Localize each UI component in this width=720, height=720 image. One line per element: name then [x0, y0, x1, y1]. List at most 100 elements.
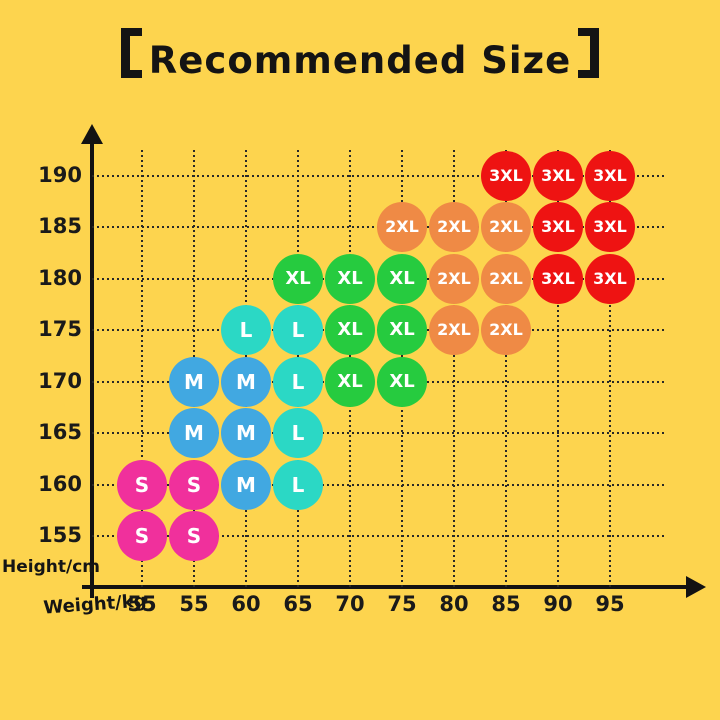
size-bubble: M — [169, 357, 219, 407]
size-bubble: 2XL — [481, 202, 531, 252]
size-bubble-label: XL — [389, 268, 415, 289]
size-bubble: 2XL — [429, 254, 479, 304]
size-bubble: 2XL — [481, 305, 531, 355]
size-bubble-label: M — [236, 370, 256, 394]
size-bubble: M — [221, 460, 271, 510]
v-gridline — [453, 150, 455, 587]
size-bubble: 3XL — [585, 202, 635, 252]
size-bubble-label: M — [236, 473, 256, 497]
size-bubble-label: XL — [337, 268, 363, 289]
size-bubble-label: 2XL — [489, 217, 523, 236]
y-tick-label: 185 — [38, 214, 82, 238]
x-tick-label: 60 — [231, 592, 261, 616]
size-bubble-label: XL — [337, 371, 363, 392]
size-bubble-label: XL — [389, 319, 415, 340]
h-gridline — [92, 175, 665, 177]
size-bubble: 2XL — [429, 202, 479, 252]
size-bubble: XL — [325, 254, 375, 304]
page-title: Recommended Size — [0, 28, 720, 82]
title-left-bracket — [120, 28, 142, 78]
size-bubble: 3XL — [533, 151, 583, 201]
size-bubble: M — [221, 408, 271, 458]
size-bubble-label: 2XL — [437, 217, 471, 236]
v-gridline — [141, 150, 143, 587]
y-tick-label: 155 — [38, 523, 82, 547]
size-bubble-label: M — [184, 421, 204, 445]
x-tick-label: 55 — [179, 592, 209, 616]
h-gridline — [92, 432, 665, 434]
size-bubble: XL — [325, 357, 375, 407]
size-bubble: 3XL — [585, 254, 635, 304]
x-axis-arrow-icon — [686, 576, 706, 598]
size-bubble: L — [221, 305, 271, 355]
size-bubble: 3XL — [481, 151, 531, 201]
size-bubble: 3XL — [533, 202, 583, 252]
size-bubble-label: 2XL — [437, 320, 471, 339]
v-gridline — [505, 150, 507, 587]
size-bubble-label: 3XL — [541, 269, 575, 288]
h-gridline — [92, 484, 665, 486]
size-bubble-label: S — [134, 473, 150, 497]
x-tick-label: 90 — [543, 592, 573, 616]
size-bubble: XL — [377, 357, 427, 407]
size-bubble-label: 3XL — [541, 217, 575, 236]
size-bubble-label: 3XL — [593, 269, 627, 288]
size-bubble: 3XL — [533, 254, 583, 304]
size-bubble: XL — [325, 305, 375, 355]
y-axis-arrow-icon — [81, 124, 103, 144]
size-bubble-label: 2XL — [437, 269, 471, 288]
size-bubble-label: 2XL — [489, 269, 523, 288]
h-gridline — [92, 535, 665, 537]
x-axis-line — [82, 585, 688, 589]
x-tick-label: 65 — [283, 592, 313, 616]
size-bubble: 3XL — [585, 151, 635, 201]
x-tick-label: 95 — [595, 592, 625, 616]
y-tick-label: 170 — [38, 369, 82, 393]
size-bubble: L — [273, 357, 323, 407]
size-bubble-label: L — [291, 318, 305, 342]
size-bubble-label: 3XL — [593, 166, 627, 185]
y-axis-title: Height/cm — [2, 557, 100, 577]
y-tick-label: 175 — [38, 317, 82, 341]
page-title-text: Recommended Size — [148, 39, 572, 82]
size-bubble-label: L — [239, 318, 253, 342]
x-tick-label: 75 — [387, 592, 417, 616]
x-tick-label: 55 — [127, 592, 157, 616]
size-bubble-label: 2XL — [489, 320, 523, 339]
size-bubble: L — [273, 408, 323, 458]
x-tick-label: 80 — [439, 592, 469, 616]
size-bubble-label: XL — [337, 319, 363, 340]
size-bubble: M — [221, 357, 271, 407]
size-bubble-label: M — [236, 421, 256, 445]
size-bubble-label: 3XL — [593, 217, 627, 236]
size-bubble-label: S — [186, 473, 202, 497]
y-axis-line — [90, 140, 94, 598]
size-bubble: 2XL — [429, 305, 479, 355]
size-bubble: XL — [377, 254, 427, 304]
size-bubble: S — [117, 511, 167, 561]
y-tick-label: 165 — [38, 420, 82, 444]
size-bubble-label: L — [291, 473, 305, 497]
title-right-bracket — [578, 28, 600, 78]
size-bubble: XL — [273, 254, 323, 304]
size-bubble: S — [169, 511, 219, 561]
size-bubble-label: 3XL — [541, 166, 575, 185]
size-bubble: 2XL — [481, 254, 531, 304]
size-bubble: S — [117, 460, 167, 510]
size-bubble: XL — [377, 305, 427, 355]
v-gridline — [609, 150, 611, 587]
size-bubble-label: 2XL — [385, 217, 419, 236]
size-bubble-label: L — [291, 370, 305, 394]
size-bubble: M — [169, 408, 219, 458]
size-bubble-label: L — [291, 421, 305, 445]
v-gridline — [557, 150, 559, 587]
y-tick-label: 180 — [38, 266, 82, 290]
x-tick-label: 85 — [491, 592, 521, 616]
y-tick-label: 160 — [38, 472, 82, 496]
size-bubble-label: S — [134, 524, 150, 548]
size-bubble: 2XL — [377, 202, 427, 252]
y-tick-label: 190 — [38, 163, 82, 187]
size-bubble-label: XL — [285, 268, 311, 289]
size-bubble-label: M — [184, 370, 204, 394]
size-bubble: L — [273, 305, 323, 355]
